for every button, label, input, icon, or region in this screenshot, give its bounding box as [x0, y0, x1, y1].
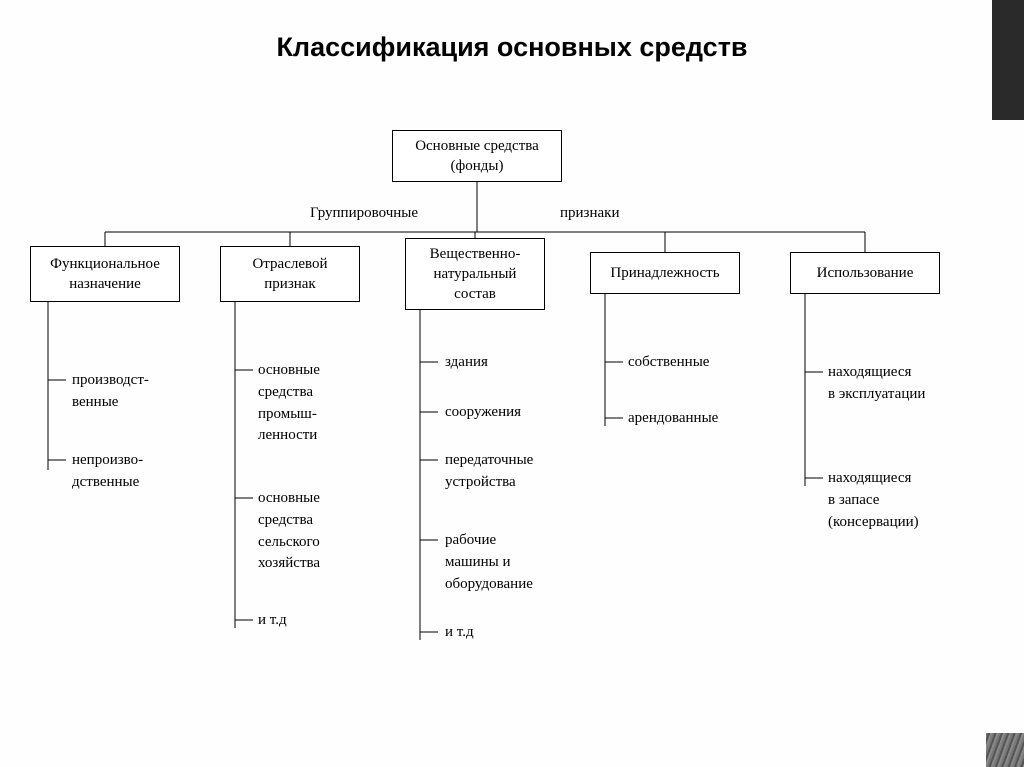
cat3-l1: Принадлежность: [610, 265, 719, 281]
right-edge-decoration: [992, 0, 1024, 120]
item-c4-0: собственные: [628, 352, 709, 374]
cat0-l1: Функциональное: [50, 256, 160, 272]
item-c4-1: арендованные: [628, 408, 718, 430]
cat2-l2: натуральный: [434, 266, 517, 282]
item-c3-4: и т.д: [445, 622, 474, 644]
cat0-l2: назначение: [69, 276, 141, 292]
root-node: Основные средства (фонды): [392, 130, 562, 182]
item-c2-1: основные средства сельского хозяйства: [258, 488, 320, 575]
page-title: Классификация основных средств: [0, 0, 1024, 63]
root-line2: (фонды): [451, 158, 504, 174]
mid-label-left: Группировочные: [310, 205, 418, 222]
item-c3-2: передаточные устройства: [445, 450, 533, 494]
category-box-4: Использование: [790, 252, 940, 294]
category-box-1: Отраслевой признак: [220, 246, 360, 302]
category-box-3: Принадлежность: [590, 252, 740, 294]
category-box-0: Функциональное назначение: [30, 246, 180, 302]
cat1-l2: признак: [264, 276, 315, 292]
cat2-l1: Вещественно-: [430, 246, 521, 262]
mid-label-right: признаки: [560, 205, 619, 222]
item-c5-1: находящиеся в запасе (консервации): [828, 468, 919, 533]
item-c1-0: производст- венные: [72, 370, 149, 414]
item-c2-2: и т.д: [258, 610, 287, 632]
item-c3-0: здания: [445, 352, 488, 374]
item-c3-3: рабочие машины и оборудование: [445, 530, 533, 595]
item-c3-1: сооружения: [445, 402, 521, 424]
root-line1: Основные средства: [415, 138, 539, 154]
cat2-l3: состав: [454, 286, 496, 302]
item-c1-1: непроизво- дственные: [72, 450, 143, 494]
item-c2-0: основные средства промыш- ленности: [258, 360, 320, 447]
cat4-l1: Использование: [817, 265, 914, 281]
cat1-l1: Отраслевой: [252, 256, 327, 272]
category-box-2: Вещественно- натуральный состав: [405, 238, 545, 310]
item-c5-0: находящиеся в эксплуатации: [828, 362, 925, 406]
bottom-right-corner-decoration: [986, 733, 1024, 767]
